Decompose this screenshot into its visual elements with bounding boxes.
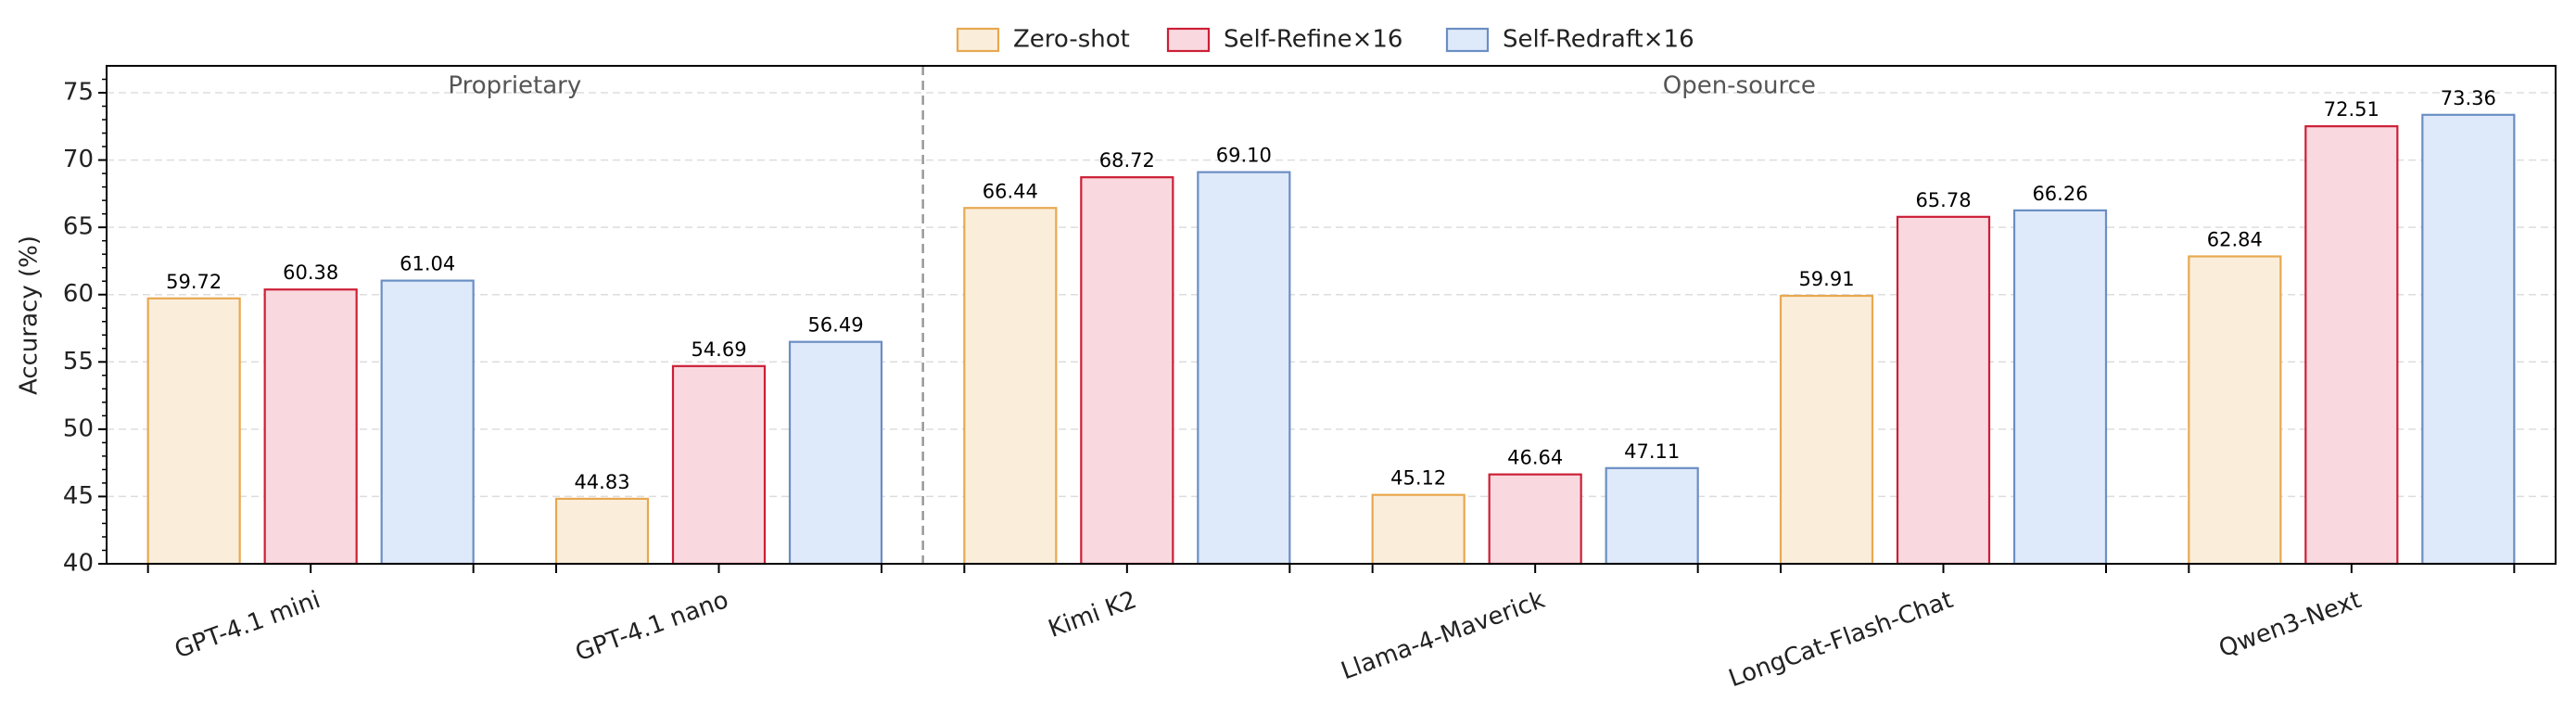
bar xyxy=(2421,113,2516,566)
value-label: 68.72 xyxy=(1099,149,1155,172)
value-label: 46.64 xyxy=(1507,447,1563,469)
x-tick-label: LongCat-Flash-Chat xyxy=(1725,586,1957,693)
bar xyxy=(554,497,650,566)
bar xyxy=(963,207,1058,566)
value-label: 65.78 xyxy=(1915,189,1971,211)
y-tick-label: 65 xyxy=(63,213,94,241)
bar xyxy=(146,297,241,566)
bar xyxy=(263,288,358,566)
legend-label: Zero-shot xyxy=(1013,26,1130,54)
y-tick-label: 40 xyxy=(63,550,94,578)
x-tick-label: Kimi K2 xyxy=(1045,586,1140,644)
x-tick-label: GPT-4.1 mini xyxy=(171,586,324,664)
value-label: 72.51 xyxy=(2324,98,2379,121)
bar xyxy=(788,340,883,566)
bar xyxy=(2012,209,2108,566)
legend-swatch xyxy=(956,27,1000,53)
y-tick-label: 60 xyxy=(63,280,94,308)
value-label: 73.36 xyxy=(2441,87,2496,109)
y-tick-label: 70 xyxy=(63,146,94,173)
value-label: 66.44 xyxy=(983,180,1038,202)
bar xyxy=(1080,176,1174,566)
x-tick-label: GPT-4.1 nano xyxy=(572,586,732,667)
bar xyxy=(2304,125,2399,566)
bar xyxy=(380,279,475,566)
bar xyxy=(1197,171,1291,566)
bar xyxy=(1371,493,1466,566)
y-tick-label: 50 xyxy=(63,414,94,442)
legend-label: Self-Redraft×16 xyxy=(1503,26,1694,54)
value-label: 66.26 xyxy=(2032,183,2087,205)
value-label: 61.04 xyxy=(400,253,455,275)
value-label: 47.11 xyxy=(1624,440,1680,463)
group-annotation: Proprietary xyxy=(448,72,581,100)
bar xyxy=(2188,255,2282,566)
x-tick-label: Qwen3-Next xyxy=(2215,586,2365,663)
value-label: 59.91 xyxy=(1798,268,1854,290)
group-annotation: Open-source xyxy=(1663,72,1816,100)
legend-swatch xyxy=(1166,27,1211,53)
legend-swatch xyxy=(1445,27,1490,53)
value-label: 44.83 xyxy=(574,471,629,493)
value-label: 60.38 xyxy=(283,261,338,284)
value-label: 69.10 xyxy=(1216,145,1272,167)
value-label: 59.72 xyxy=(166,271,222,293)
x-tick-label: Llama-4-Maverick xyxy=(1338,586,1549,685)
value-label: 56.49 xyxy=(807,314,863,337)
bar xyxy=(1896,215,1991,566)
plot-frame xyxy=(106,65,2557,565)
y-axis-label: Accuracy (%) xyxy=(16,236,44,395)
bar xyxy=(671,364,767,566)
value-label: 54.69 xyxy=(691,338,746,361)
y-tick-label: 55 xyxy=(63,348,94,376)
bar xyxy=(1605,466,1699,566)
y-tick-label: 45 xyxy=(63,482,94,510)
y-tick-label: 75 xyxy=(63,79,94,107)
value-label: 62.84 xyxy=(2207,229,2263,251)
bar xyxy=(1488,473,1582,566)
legend-label: Self-Refine×16 xyxy=(1224,26,1402,54)
value-label: 45.12 xyxy=(1390,467,1446,490)
bar xyxy=(1779,294,1874,566)
